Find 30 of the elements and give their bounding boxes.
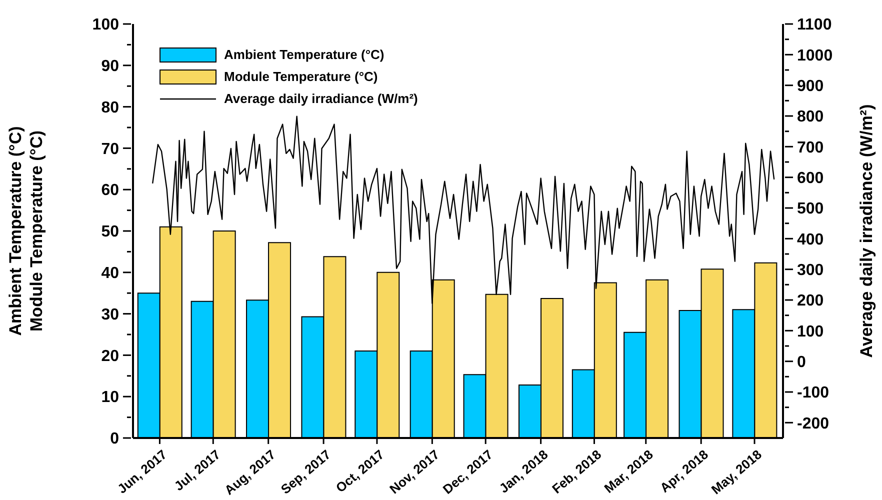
y2-tick-label: 1100 (797, 16, 832, 34)
y-tick-label: 10 (101, 389, 120, 406)
y2-tick-label: 500 (797, 200, 824, 218)
y-tick-label: 70 (101, 140, 120, 158)
legend-label: Average daily irradiance (W/m²) (224, 90, 418, 108)
y-tick-label: 60 (101, 182, 120, 200)
y-tick-label: 0 (110, 430, 120, 448)
y-tick-label: 80 (101, 99, 120, 116)
y-tick-label: 20 (101, 348, 120, 365)
y-tick-label: 100 (92, 16, 120, 34)
legend-label: Module Temperature (°C) (224, 68, 378, 86)
y2-tick-label: 1000 (797, 47, 833, 64)
legend-label: Ambient Temperature (°C) (224, 46, 384, 64)
y2-tick-label: 600 (797, 170, 824, 187)
y-tick-label: 90 (101, 58, 120, 75)
y2-tick-label: 0 (797, 354, 806, 371)
y2-tick-label: 700 (797, 139, 824, 156)
y-tick-label: 40 (101, 265, 120, 282)
y2-tick-label: -200 (797, 415, 830, 432)
y2-tick-label: 300 (797, 262, 824, 279)
y2-tick-label: -100 (797, 384, 830, 402)
y2-tick-label: 800 (797, 108, 824, 126)
y2-axis-title: Average daily irradiance (W/m²) (857, 104, 876, 358)
y-tick-label: 30 (101, 306, 120, 324)
y-axis-title: Ambient Temperature (°C) Module Temperature (°C) (6, 126, 46, 336)
y2-tick-label: 200 (797, 292, 824, 310)
y-tick-label: 50 (101, 224, 120, 241)
y2-tick-label: 400 (797, 231, 824, 248)
y2-tick-label: 900 (797, 78, 824, 95)
y2-tick-label: 100 (797, 323, 824, 340)
